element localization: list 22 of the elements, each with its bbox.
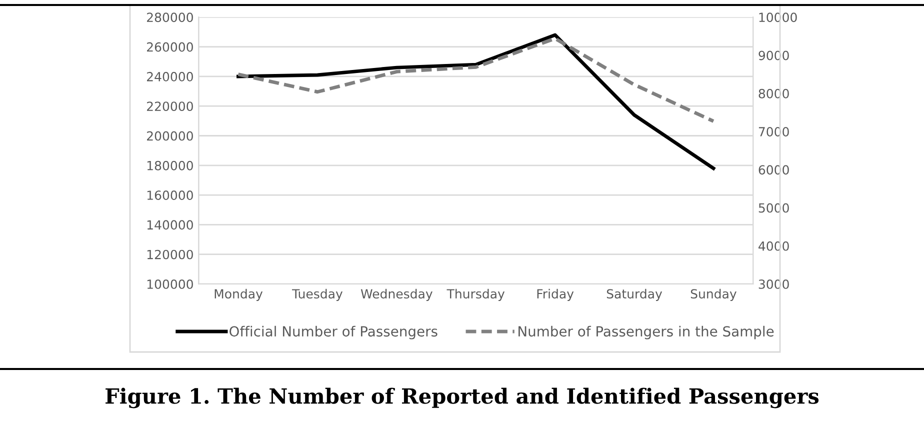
x-tick-label: Friday bbox=[537, 288, 574, 301]
x-tick-label: Tuesday bbox=[292, 288, 343, 301]
y-tick-label: 160000 bbox=[147, 190, 193, 200]
legend-label: Official Number of Passengers bbox=[230, 326, 438, 340]
y-tick-label: 240000 bbox=[146, 72, 193, 82]
y-tick-label: 140000 bbox=[147, 220, 193, 230]
y-tick-label: 280000 bbox=[146, 12, 193, 22]
line-series bbox=[236, 33, 716, 170]
y-tick-label: 260000 bbox=[146, 42, 193, 52]
y-tick-label: 200000 bbox=[146, 131, 193, 141]
x-tick-label: Wednesday bbox=[360, 288, 432, 301]
x-tick-label: Sunday bbox=[690, 288, 736, 301]
y-tick-label: 220000 bbox=[146, 102, 193, 112]
x-tick-label: Saturday bbox=[606, 288, 662, 301]
x-tick-label: Thursday bbox=[446, 288, 505, 301]
y-tick-label: 120000 bbox=[147, 250, 193, 260]
x-tick-label: Monday bbox=[214, 288, 263, 301]
line-series bbox=[236, 36, 716, 123]
y-tick-label: 180000 bbox=[147, 160, 193, 170]
text: Figure 1. The Number of Reported and Identified Passengers bbox=[106, 388, 819, 408]
y-tick-label: 100000 bbox=[147, 279, 193, 289]
legend-label: Number of Passengers in the Sample bbox=[518, 326, 774, 340]
